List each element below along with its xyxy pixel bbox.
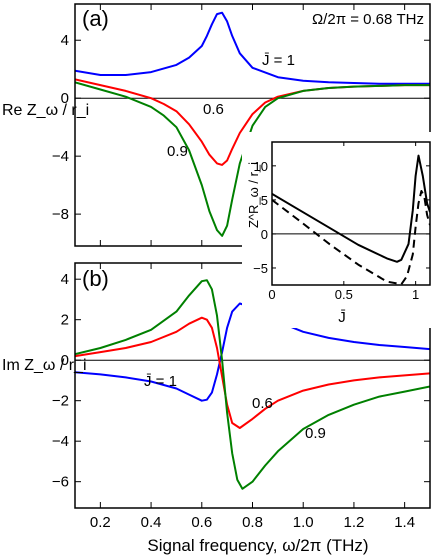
series-label-j1-b: J̄ = 1: [144, 373, 177, 390]
a-series-line-2: [75, 81, 430, 237]
series-label-0-6: 0.6: [203, 101, 224, 118]
panel-b: 0.2 0.4 0.6 0.8 1.0 1.2 1.4 4 2 0 −2 −4 −6 (b) J̄ = …: [2, 262, 431, 555]
b-x-tick-label: 0.4: [141, 514, 162, 531]
inset-background: [242, 132, 436, 328]
panel-b-label: (b): [82, 266, 109, 291]
a-y-tick-label: 4: [61, 32, 69, 49]
b-y-tick-label: 2: [61, 312, 69, 329]
c-y-tick-label: 0: [261, 227, 268, 242]
c-series-line-0: [272, 154, 430, 263]
y-axis-label-a: Re Z_ω / r_i: [2, 102, 89, 119]
series-label-0-6-b: 0.6: [252, 395, 273, 412]
c-x-tick-label: 0.5: [335, 287, 353, 302]
b-x-tick-label: 1.0: [293, 514, 314, 531]
c-y-tick-label: −5: [253, 261, 268, 276]
c-y-tick-label: 10: [254, 159, 268, 174]
b-y-tick-label: 0: [61, 352, 69, 369]
y-axis-label-b: Im Z_ω / r_i: [2, 357, 87, 374]
b-x-tick-label: 0.2: [90, 514, 111, 531]
frequency-annotation: Ω/2π = 0.68 THz: [312, 11, 424, 28]
series-label-0-9-b: 0.9: [305, 425, 326, 442]
b-y-tick-label: −6: [52, 474, 69, 491]
inset-y-axis-label: Z^R_ω / r_i: [246, 162, 261, 228]
series-label-j1: J̄ = 1: [262, 52, 295, 69]
b-y-tick-label: 4: [61, 271, 69, 288]
c-series-line-1: [272, 190, 430, 285]
a-series-line-0: [75, 11, 430, 85]
b-x-tick-label: 1.4: [394, 514, 415, 531]
a-y-tick-label: 0: [61, 90, 69, 107]
b-x-tick-label: 0.6: [191, 514, 212, 531]
c-x-tick-label: 0: [268, 287, 275, 302]
b-x-tick-label: 0.8: [242, 514, 263, 531]
inset-x-axis-label: J̄: [338, 309, 346, 326]
x-axis-label: Signal frequency, ω/2π (THz): [147, 536, 368, 555]
c-y-tick-label: 5: [261, 193, 268, 208]
b-series-line-0: [75, 302, 430, 402]
panel-a-label: (a): [82, 6, 109, 31]
b-series-line-2: [75, 279, 430, 490]
series-label-0-9: 0.9: [167, 143, 188, 160]
c-x-tick-label: 1: [412, 287, 419, 302]
b-x-tick-label: 1.2: [343, 514, 364, 531]
b-y-tick-label: −4: [52, 433, 69, 450]
a-y-tick-label: −4: [52, 148, 69, 165]
c-plot-frame: [271, 141, 431, 286]
a-y-tick-label: −8: [52, 206, 69, 223]
b-y-tick-label: −2: [52, 393, 69, 410]
